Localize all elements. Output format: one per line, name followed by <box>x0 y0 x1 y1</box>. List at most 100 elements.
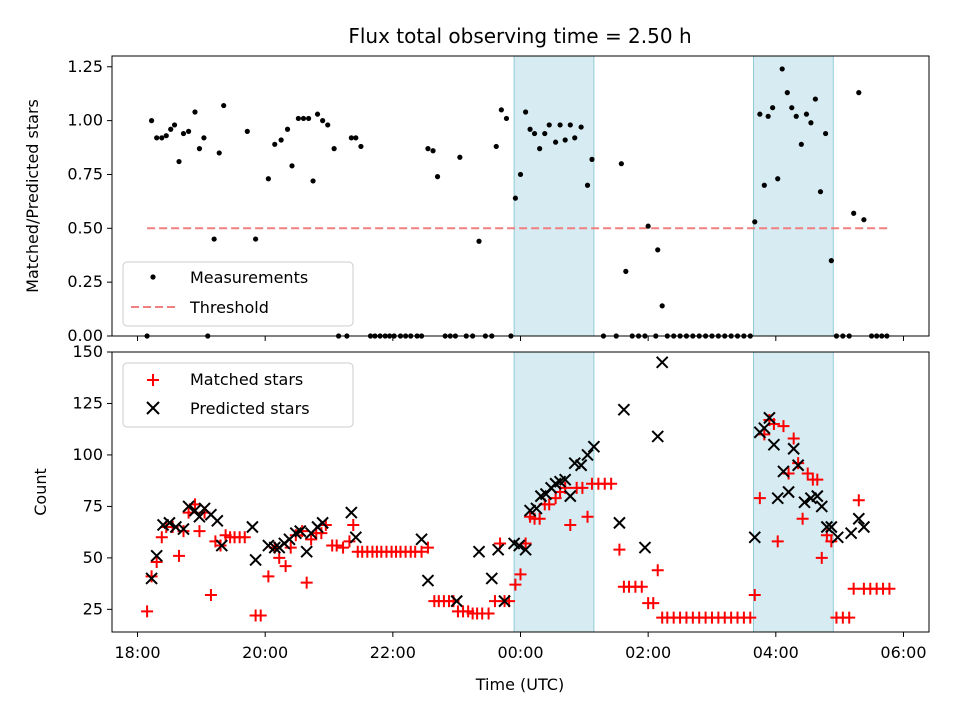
measurement-point <box>851 210 857 216</box>
measurement-point <box>221 102 227 109</box>
predicted-star-point <box>820 520 834 534</box>
measurement-point <box>645 223 651 229</box>
measurement-point <box>542 130 548 137</box>
measurement-point <box>808 120 814 126</box>
measurement-point <box>476 238 482 244</box>
measurement-point <box>168 126 174 132</box>
matched-star-point <box>758 428 771 441</box>
bottom-series <box>141 356 896 624</box>
predicted-star-point <box>844 526 858 540</box>
measurement-point <box>325 122 331 128</box>
measurement-point <box>176 158 182 165</box>
top-panel: 0.00 0.25 0.50 0.75 1.00 1.25 Matched/Predict… <box>23 55 930 345</box>
predicted-star-point <box>294 524 307 538</box>
measurement-point <box>789 105 795 111</box>
measurement-point <box>765 113 771 119</box>
predicted-star-point <box>815 500 828 513</box>
matched-star-point <box>204 588 217 601</box>
measurement-point <box>201 135 207 141</box>
predicted-star-point <box>748 531 761 544</box>
measurement-point <box>775 176 781 182</box>
measurement-point <box>562 137 568 143</box>
bottom-ytick-label: 100 <box>72 445 103 464</box>
matched-star-point <box>173 549 186 562</box>
matched-star-point <box>421 541 434 554</box>
predicted-star-point <box>513 539 526 552</box>
measurement-point <box>159 135 165 141</box>
predicted-star-point <box>349 531 363 544</box>
measurement-point <box>531 130 538 137</box>
matched-star-point <box>825 535 838 548</box>
measurement-point <box>148 118 155 124</box>
predicted-star-point <box>852 512 865 525</box>
measurement-point <box>253 236 259 242</box>
measurement-point <box>353 135 359 141</box>
matched-star-point <box>843 611 856 624</box>
matched-star-point <box>284 541 297 554</box>
predicted-star-point <box>163 516 176 530</box>
bottom-plot-frame <box>111 351 930 633</box>
measurement-point <box>793 113 799 119</box>
measurement-point <box>546 122 552 128</box>
legend-matched-label: Matched stars <box>190 370 303 389</box>
predicted-star-point <box>651 430 664 443</box>
top-ytick-label: 0.75 <box>67 164 103 183</box>
matched-star-point <box>482 607 495 620</box>
matched-star-point <box>330 539 343 552</box>
top-ytick-label: 0.00 <box>67 326 103 345</box>
predicted-star-point <box>472 545 486 558</box>
measurement-point <box>812 96 818 102</box>
matched-star-point <box>254 609 267 622</box>
matched-star-point <box>343 535 356 548</box>
measurement-point <box>803 111 810 117</box>
x-axis-label: Time (UTC) <box>475 675 564 694</box>
predicted-star-point <box>530 502 543 515</box>
predicted-star-point <box>345 506 358 519</box>
matched-star-point <box>581 510 594 523</box>
legend-measurements-label: Measurements <box>190 268 308 287</box>
measurement-point <box>154 135 160 141</box>
measurement-point <box>828 258 834 264</box>
chart-title: Flux total observing time = 2.50 h <box>348 24 691 48</box>
matched-star-point <box>279 560 292 573</box>
measurement-point <box>430 148 436 154</box>
bottom-ytick-label: 125 <box>72 393 103 412</box>
measurement-point <box>523 109 529 115</box>
measurement-point <box>623 268 629 274</box>
predicted-star-point <box>787 442 800 455</box>
measurement-point <box>761 182 767 188</box>
measurement-point <box>553 139 559 145</box>
measurement-point <box>284 126 291 132</box>
bottom-xtick-label: 22:00 <box>370 643 416 662</box>
top-ytick-label: 1.25 <box>67 57 103 76</box>
matched-star-point <box>777 420 790 433</box>
predicted-star-point <box>798 496 811 509</box>
measurement-point <box>358 143 364 150</box>
measurement-point <box>572 135 578 141</box>
legend-matched-marker <box>147 374 159 386</box>
predicted-star-point <box>249 553 262 567</box>
predicted-star-point <box>638 541 652 554</box>
measurement-point <box>757 111 763 117</box>
top-y-axis-label: Matched/Predicted stars <box>23 99 42 293</box>
matched-star-point <box>533 512 546 525</box>
measurement-point <box>244 128 250 134</box>
measurement-point <box>171 122 178 128</box>
top-legend: Measurements Threshold <box>122 261 354 327</box>
matched-star-point <box>748 588 761 601</box>
predicted-star-point <box>246 520 259 534</box>
legend-predicted-marker <box>146 401 160 415</box>
measurement-point <box>589 156 595 162</box>
matched-star-point <box>315 527 328 540</box>
measurement-point <box>265 176 271 182</box>
matched-star-point <box>767 418 780 431</box>
measurement-point <box>314 111 321 117</box>
measurement-point <box>331 146 337 152</box>
matched-star-point <box>613 543 626 556</box>
measurement-point <box>434 174 441 180</box>
matched-star-point <box>305 533 318 546</box>
measurement-point <box>584 182 591 188</box>
predicted-star-point <box>215 539 228 552</box>
predicted-star-point <box>655 356 669 369</box>
